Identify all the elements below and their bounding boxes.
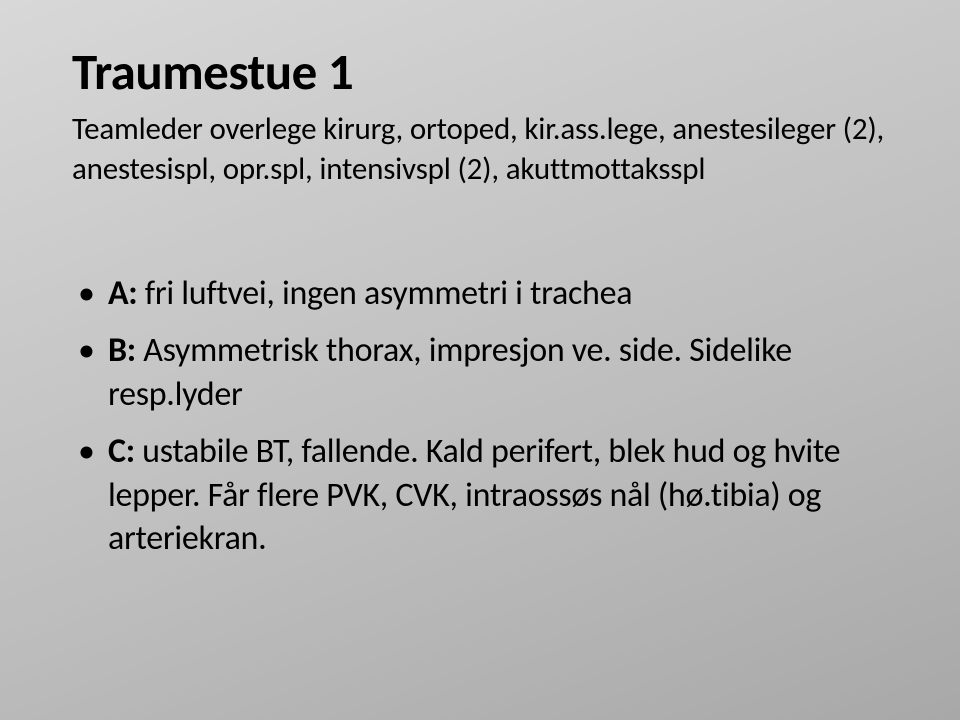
bullet-text: fri luftvei, ingen asymmetri i trachea (137, 273, 632, 314)
list-item: C: ustabile BT, fallende. Kald perifert,… (72, 430, 888, 561)
slide-title: Traumestue 1 (72, 40, 888, 103)
bullet-label: A: (108, 273, 137, 314)
bullet-text: Asymmetrisk thorax, impresjon ve. side. … (108, 330, 792, 415)
bullet-label: C: (108, 431, 135, 472)
bullet-text: ustabile BT, fallende. Kald perifert, bl… (108, 431, 840, 559)
bullet-label: B: (108, 330, 136, 371)
list-item: B: Asymmetrisk thorax, impresjon ve. sid… (72, 329, 888, 416)
slide-subtitle-line-1: Teamleder overlege kirurg, ortoped, kir.… (72, 109, 888, 149)
list-item: A: fri luftvei, ingen asymmetri i trache… (72, 272, 888, 316)
slide-subtitle-line-2: anestesispl, opr.spl, intensivspl (2), a… (72, 149, 888, 189)
bullet-list: A: fri luftvei, ingen asymmetri i trache… (72, 272, 888, 561)
